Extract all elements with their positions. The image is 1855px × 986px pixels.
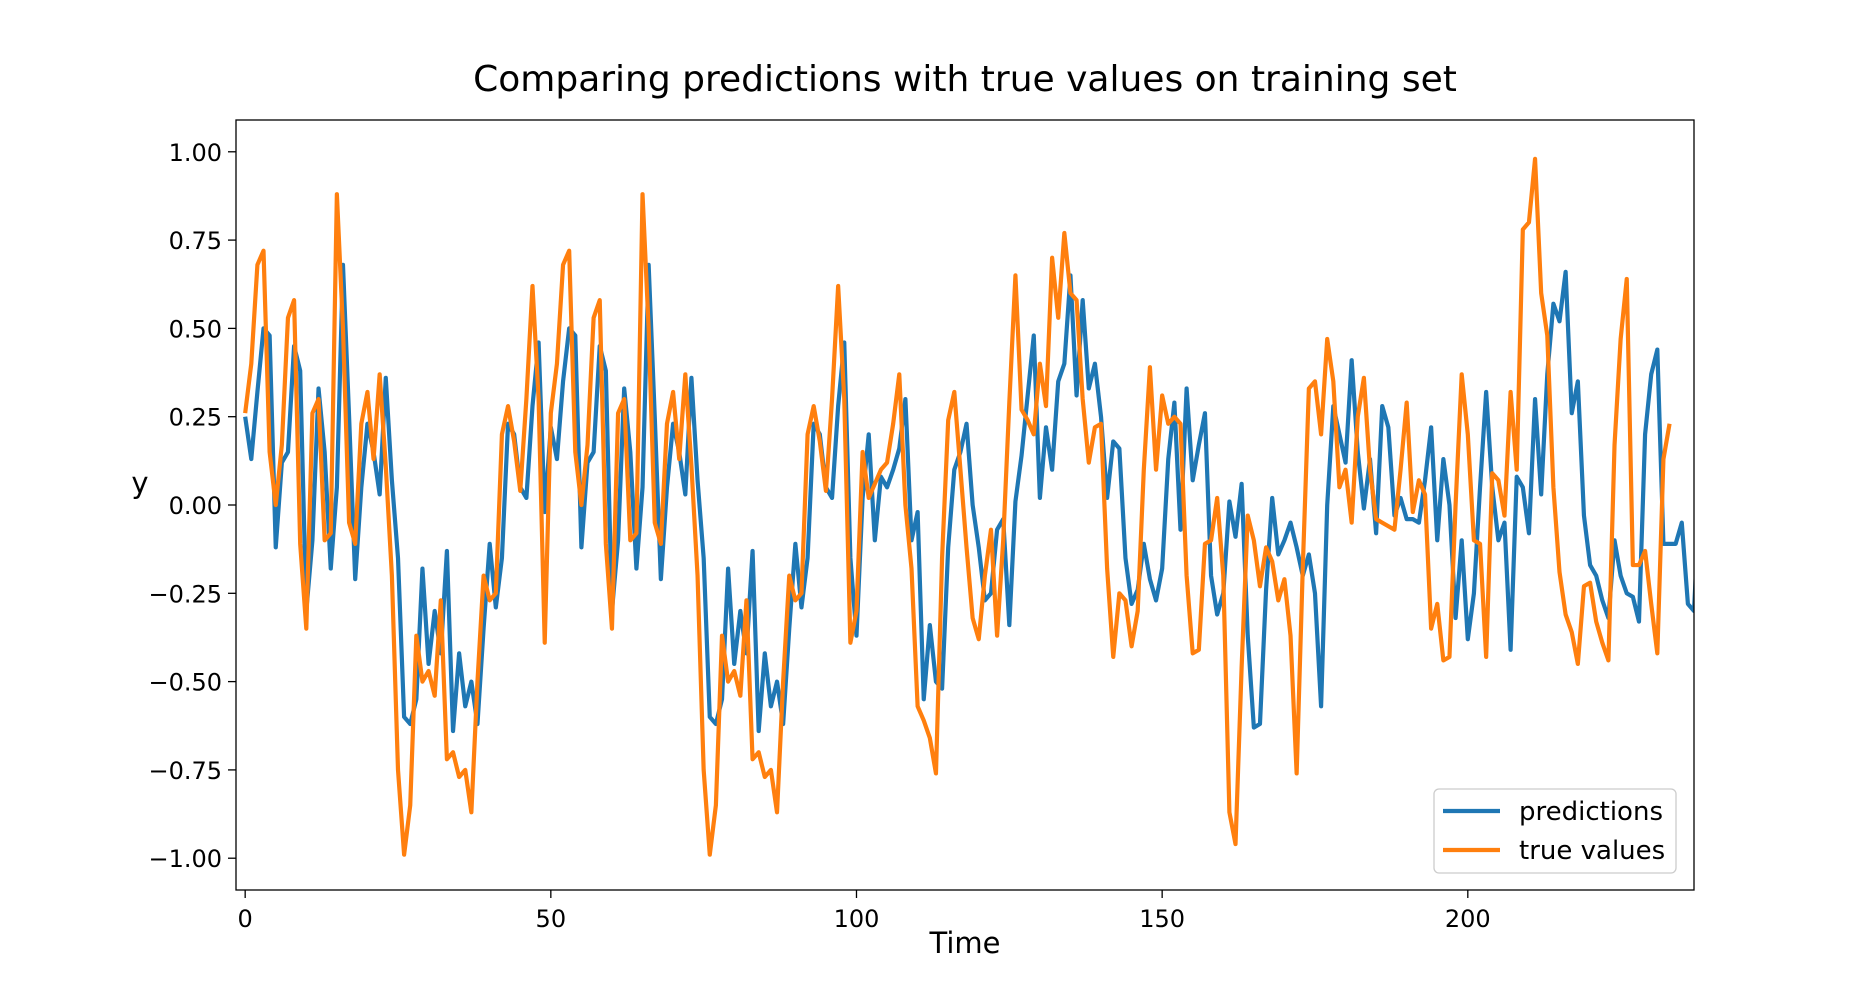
y-tick-label: 0.75	[169, 227, 222, 255]
x-tick-label: 50	[536, 905, 567, 933]
y-tick-label: 0.50	[169, 315, 222, 343]
y-tick-label: −0.75	[148, 757, 222, 785]
chart-title: Comparing predictions with true values o…	[473, 59, 1457, 100]
legend-label-true-values: true values	[1519, 836, 1665, 866]
y-tick-label: 1.00	[169, 139, 222, 167]
x-tick-label: 150	[1139, 905, 1185, 933]
y-tick-label: −0.50	[148, 669, 222, 697]
legend-label-predictions: predictions	[1519, 797, 1663, 827]
y-tick-label: −1.00	[148, 845, 222, 873]
series-line-true-values	[243, 156, 1672, 857]
y-tick-label: 0.00	[169, 492, 222, 520]
series-layer	[243, 156, 1694, 857]
x-tick-label: 200	[1445, 905, 1491, 933]
y-tick-label: −0.25	[148, 580, 222, 608]
axis-ticks: 0 50 100 150 200 −1.00 −0.75 −0.50 −0.25 0.00 0.25…	[148, 139, 1490, 933]
x-tick-label: 0	[238, 905, 253, 933]
series-line-predictions	[243, 262, 1694, 734]
x-axis-label: Time	[929, 926, 1001, 960]
y-axis-label: y	[131, 466, 148, 500]
x-tick-label: 100	[834, 905, 880, 933]
chart-legend: predictions true values	[1433, 788, 1677, 874]
y-tick-label: 0.25	[169, 404, 222, 432]
